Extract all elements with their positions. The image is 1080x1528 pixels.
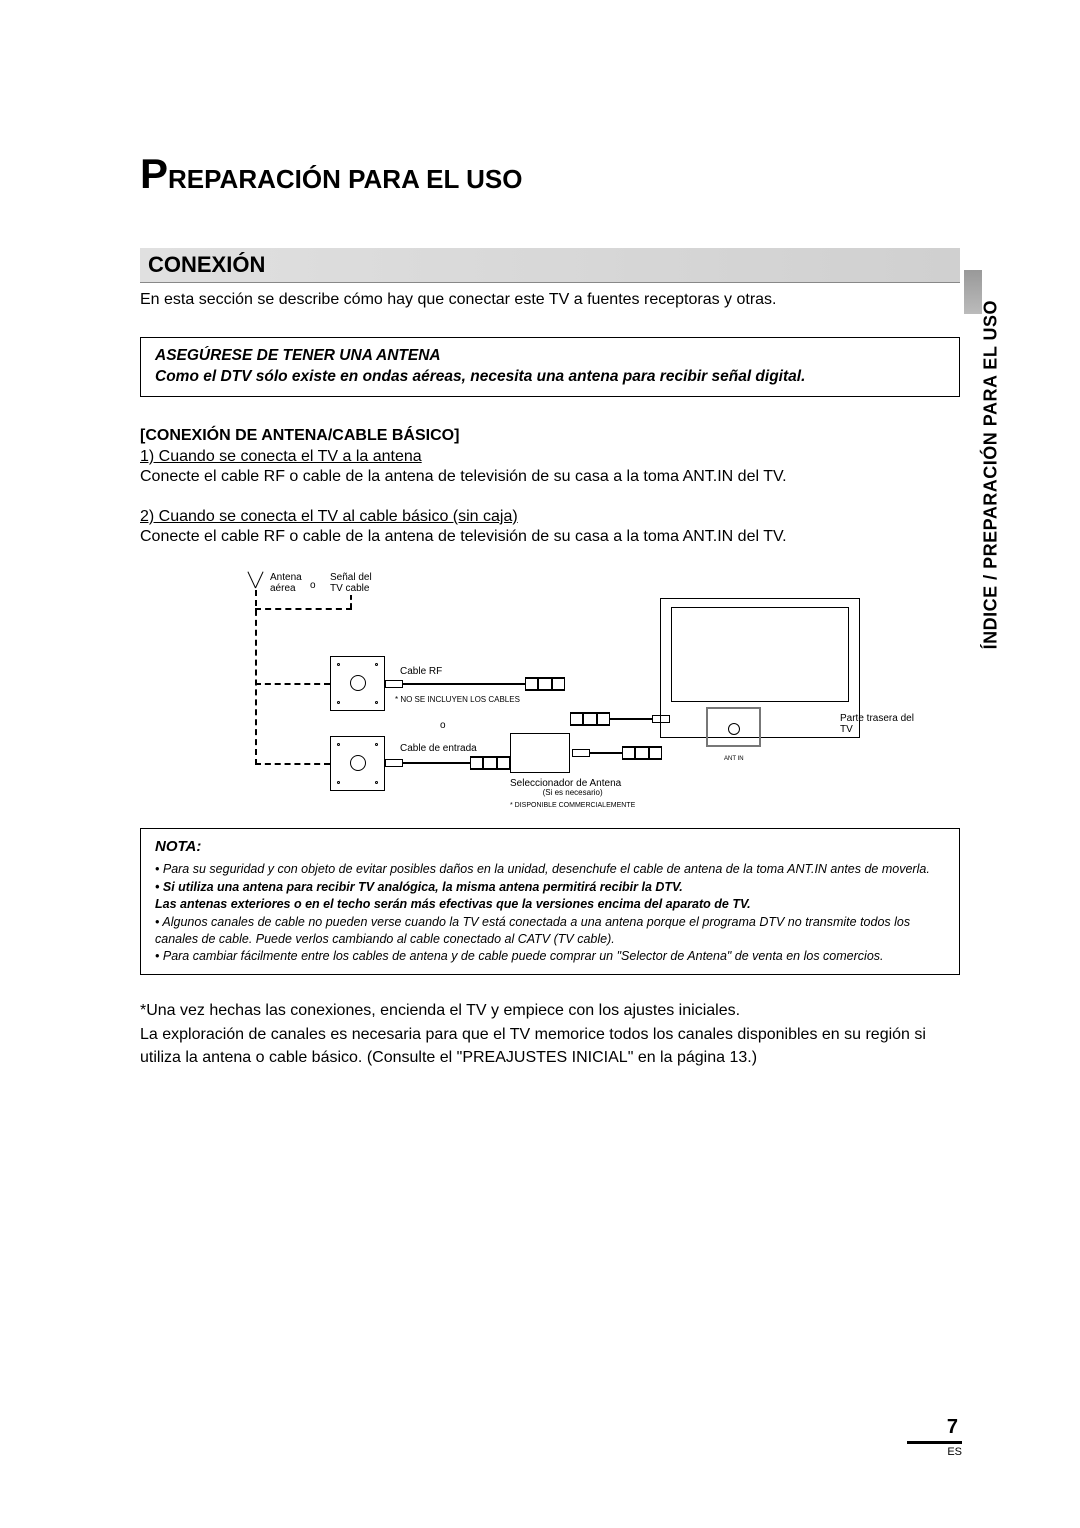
signal-label: Señal del TV cable: [330, 572, 372, 594]
nota-list: Para su seguridad y con objeto de evitar…: [155, 861, 945, 965]
lang-code: ES: [907, 1446, 962, 1458]
main-title: PREPARACIÓN PARA EL USO: [140, 150, 960, 198]
or-label-2: o: [440, 720, 446, 731]
section-heading: CONEXIÓN: [140, 248, 960, 283]
title-rest: REPARACIÓN PARA EL USO: [168, 164, 522, 194]
nota-box: NOTA: Para su seguridad y con objeto de …: [140, 828, 960, 976]
tv-back-label: Parte trasera del TV: [840, 713, 920, 735]
step2-title: 2) Cuando se conecta el TV al cable bási…: [140, 508, 960, 526]
intro-text: En esta sección se describe cómo hay que…: [140, 291, 960, 309]
wall-plate-1: [330, 656, 385, 711]
dashed-line-v1: [255, 590, 257, 765]
tv-back-panel: [660, 598, 860, 738]
side-tab: ÍNDICE / PREPARACIÓN PARA EL USO: [980, 300, 1001, 649]
ant-in-panel: [706, 707, 761, 747]
antenna-callout-box: ASEGÚRESE DE TENER UNA ANTENA Como el DT…: [140, 337, 960, 397]
page-number: 7: [907, 1416, 962, 1444]
selector-labels: Seleccionador de Antena (Si es necesario…: [510, 778, 635, 809]
closing-line2: La exploración de canales es necesaria p…: [140, 1023, 960, 1069]
closing-line1: *Una vez hechas las conexiones, encienda…: [140, 999, 960, 1022]
connection-subheading: [CONEXIÓN DE ANTENA/CABLE BÁSICO]: [140, 427, 960, 445]
cable-out-segment: [572, 748, 662, 758]
dashed-line-h1: [255, 608, 352, 610]
nota-item: Para cambiar fácilmente entre los cables…: [155, 948, 945, 965]
nota-heading: NOTA:: [155, 837, 945, 857]
wall-plate-2: [330, 736, 385, 791]
selector-note: * DISPONIBLE COMMERCIALEMENTE: [510, 802, 635, 810]
page: PREPARACIÓN PARA EL USO CONEXIÓN En esta…: [0, 0, 1080, 1129]
antenna-icon: [245, 568, 265, 588]
nota-item: Si utiliza una antena para recibir TV an…: [155, 879, 945, 913]
cable-mid-segment: [570, 714, 670, 724]
callout-line2: Como el DTV sólo existe en ondas aéreas,…: [155, 367, 945, 388]
or-label-1: o: [310, 580, 316, 591]
nota-item: Para su seguridad y con objeto de evitar…: [155, 861, 945, 878]
dashed-line-h2: [255, 683, 330, 685]
no-cables-note: * NO SE INCLUYEN LOS CABLES: [395, 696, 520, 705]
dashed-line-h3: [255, 763, 330, 765]
title-dropcap: P: [140, 150, 168, 197]
step1-body: Conecte el cable RF o cable de la antena…: [140, 468, 960, 486]
antenna-selector-box: [510, 733, 570, 773]
step2-body: Conecte el cable RF o cable de la antena…: [140, 528, 960, 546]
cable-entrada-segment: [385, 758, 510, 768]
callout-line1: ASEGÚRESE DE TENER UNA ANTENA: [155, 346, 945, 367]
connection-block: [CONEXIÓN DE ANTENA/CABLE BÁSICO] 1) Cua…: [140, 427, 960, 546]
antenna-label: Antena aérea: [270, 572, 302, 594]
connection-diagram: Antena aérea o Señal del TV cable Cable …: [190, 568, 890, 818]
ant-in-label: ANT IN: [724, 756, 744, 763]
step1-title: 1) Cuando se conecta el TV a la antena: [140, 448, 960, 466]
nota-item: Algunos canales de cable no pueden verse…: [155, 914, 945, 948]
cable-rf-label: Cable RF: [400, 666, 442, 677]
cable-entrada-label: Cable de entrada: [400, 743, 477, 754]
side-tab-accent: [964, 270, 982, 314]
cable-rf-segment: [385, 679, 565, 689]
dashed-line-v2: [350, 595, 352, 608]
page-footer: 7 ES: [907, 1416, 962, 1458]
closing-block: *Una vez hechas las conexiones, encienda…: [140, 999, 960, 1069]
selector-sub: (Si es necesario): [510, 789, 635, 798]
